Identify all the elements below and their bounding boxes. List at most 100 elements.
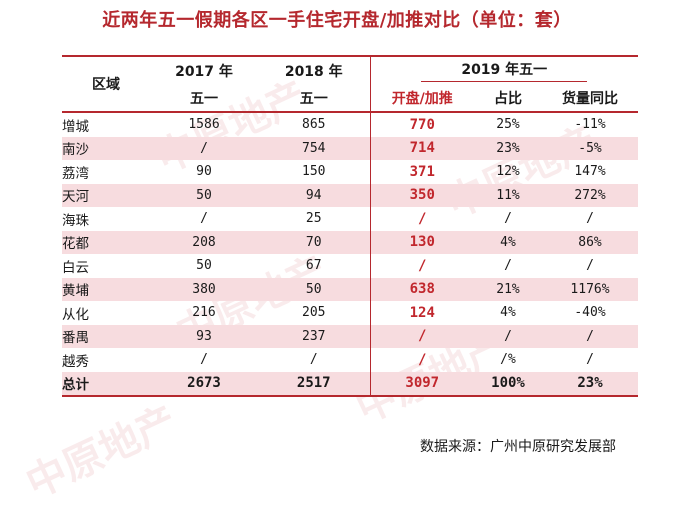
table-total-row: 总计 2673 2517 3097 100% 23% bbox=[62, 371, 638, 397]
table-cell-2019-launch: / bbox=[369, 324, 474, 348]
table-cell-region: 海珠 bbox=[62, 212, 89, 229]
table-cell-2017: 216 bbox=[192, 305, 216, 321]
table-cell-share: 4% bbox=[500, 305, 516, 321]
table-cell-yoy: / bbox=[542, 324, 638, 348]
table-cell-2018: 94 bbox=[258, 183, 370, 207]
table-cell-2017: 50 bbox=[150, 183, 258, 207]
table-cell-region: 黄埔 bbox=[62, 277, 150, 301]
header-2017-sub: 五一 bbox=[190, 90, 218, 107]
table-cell-region: 从化 bbox=[62, 306, 89, 323]
table-cell-2017: 380 bbox=[150, 277, 258, 301]
total-table-cell-yoy: 23% bbox=[542, 371, 638, 397]
table-cell-yoy: -5% bbox=[542, 136, 638, 160]
table-cell-yoy: 272% bbox=[542, 183, 638, 207]
table-cell-2019-launch: 638 bbox=[369, 277, 474, 301]
header-2019-group: 2019 年五一 bbox=[369, 56, 638, 84]
table-cell-2018: 67 bbox=[305, 258, 322, 274]
table-cell-2018: 865 bbox=[302, 117, 326, 133]
total-table-cell-2018: 2517 bbox=[258, 371, 370, 397]
table-cell-region: 增城 bbox=[62, 118, 89, 135]
total-table-cell-2017: 2673 bbox=[150, 371, 258, 397]
table-cell-2019-launch: 130 bbox=[369, 230, 474, 254]
table-cell-2017: / bbox=[150, 136, 258, 160]
table-row: 海珠 / 25 / / / bbox=[62, 207, 638, 231]
table-row: 从化 216 205 124 4% -40% bbox=[62, 301, 638, 325]
table-cell-yoy: / bbox=[586, 352, 594, 368]
header-share: 占比 bbox=[494, 90, 522, 107]
table-body: 增城 1586 865 770 25% -11% 南沙/754 714 23% -5% 荔湾 90 15… bbox=[62, 112, 638, 397]
header-2019: 2019 年五一 bbox=[421, 59, 588, 82]
table-cell-2018: 150 bbox=[302, 164, 326, 180]
table-row: 增城 1586 865 770 25% -11% bbox=[62, 112, 638, 137]
table-cell-share: 21% bbox=[474, 277, 542, 301]
table-cell-2019-launch: 124 bbox=[369, 301, 474, 325]
table-cell-2017: 90 bbox=[196, 164, 212, 180]
table-cell-region: 越秀 bbox=[62, 353, 89, 370]
table-cell-yoy: 1176% bbox=[542, 277, 638, 301]
table-cell-share: 12% bbox=[496, 164, 520, 180]
table-cell-2018: 70 bbox=[258, 230, 370, 254]
total-table-cell-region: 总计 bbox=[62, 371, 150, 397]
table-row: 番禺 93 237// / bbox=[62, 324, 638, 348]
table-cell-share: 25% bbox=[496, 117, 520, 133]
table-cell-yoy: -40% bbox=[574, 305, 606, 321]
table-cell-2018: 237 bbox=[258, 324, 370, 348]
table-cell-2019-launch: 350 bbox=[369, 183, 474, 207]
header-yoy: 货量同比 bbox=[562, 90, 618, 107]
table-cell-2018: 50 bbox=[258, 277, 370, 301]
table-cell-region: 白云 bbox=[62, 259, 89, 276]
table-cell-2019-launch: / bbox=[369, 254, 474, 278]
table-cell-2017: 50 bbox=[196, 258, 212, 274]
table-cell-share: / bbox=[504, 211, 512, 227]
data-table: 区域 2017 年 2018 年 2019 年五一 五一 五一 开盘/加推 占比… bbox=[62, 55, 638, 397]
header-2018: 2018 年 bbox=[284, 63, 343, 80]
table-cell-share: 4% bbox=[474, 230, 542, 254]
header-region: 区域 bbox=[92, 77, 120, 93]
table-row: 白云 50 67 / / / bbox=[62, 254, 638, 278]
table-cell-share: / bbox=[474, 324, 542, 348]
table-cell-yoy: -11% bbox=[574, 117, 606, 133]
table-cell-2017: / bbox=[200, 211, 208, 227]
table-cell-2018: / bbox=[309, 352, 318, 368]
table-cell-share: 11% bbox=[474, 183, 542, 207]
table-cell-region: 南沙 bbox=[62, 136, 150, 160]
header-2018-sub: 五一 bbox=[299, 90, 328, 107]
total-table-cell-share: 100% bbox=[474, 371, 542, 397]
table-cell-region: 番禺 bbox=[62, 324, 150, 348]
table-cell-share: / bbox=[504, 258, 512, 274]
header-row-1: 区域 2017 年 2018 年 2019 年五一 bbox=[62, 56, 638, 93]
page-title: 近两年五一假期各区一手住宅开盘/加推对比（单位：套） bbox=[102, 10, 572, 31]
table-row: 天河 50 94 350 11% 272% bbox=[62, 183, 638, 207]
table-cell-2019-launch: 371 bbox=[369, 160, 474, 184]
table-row: 花都 208 70 130 4% 86% bbox=[62, 230, 638, 254]
table-cell-2018: 25 bbox=[305, 211, 322, 227]
table-row: 南沙/754 714 23% -5% bbox=[62, 136, 638, 160]
total-table-cell-2019-launch: 3097 bbox=[369, 371, 474, 397]
table-row: 荔湾 90 150 371 12% 147% bbox=[62, 160, 638, 184]
header-launch: 开盘/加推 bbox=[369, 84, 474, 112]
table-cell-yoy: / bbox=[586, 211, 594, 227]
table-cell-region: 荔湾 bbox=[62, 165, 89, 182]
watermark: 中原地产 bbox=[19, 397, 184, 508]
table-cell-region: 花都 bbox=[62, 230, 150, 254]
table-cell-2017: / bbox=[200, 352, 208, 368]
table-cell-2019-launch: 714 bbox=[369, 136, 474, 160]
table-cell-yoy: 147% bbox=[574, 164, 606, 180]
table-cell-2017: 93 bbox=[150, 324, 258, 348]
table-row: 越秀 / / / /% / bbox=[62, 348, 638, 372]
header-row-2: 五一 五一 开盘/加推 占比 货量同比 bbox=[62, 84, 638, 112]
table-row: 黄埔 380 50 638 21% 1176% bbox=[62, 277, 638, 301]
table-cell-share: 23% bbox=[474, 136, 542, 160]
table-cell-2018: 205 bbox=[302, 305, 326, 321]
table-cell-region: 天河 bbox=[62, 183, 150, 207]
table-cell-2019-launch: / bbox=[369, 207, 474, 231]
table-cell-2017: 208 bbox=[150, 230, 258, 254]
table-cell-yoy: / bbox=[586, 258, 594, 274]
table-cell-2019-launch: 770 bbox=[369, 112, 474, 137]
table-cell-share: /% bbox=[500, 352, 516, 368]
table-cell-2019-launch: / bbox=[369, 348, 474, 372]
table-cell-2018: 754 bbox=[258, 136, 370, 160]
source-note: 数据来源：广州中原研究发展部 bbox=[420, 439, 616, 455]
header-2017: 2017 年 bbox=[175, 63, 233, 80]
table-cell-2017: 1586 bbox=[188, 117, 220, 133]
